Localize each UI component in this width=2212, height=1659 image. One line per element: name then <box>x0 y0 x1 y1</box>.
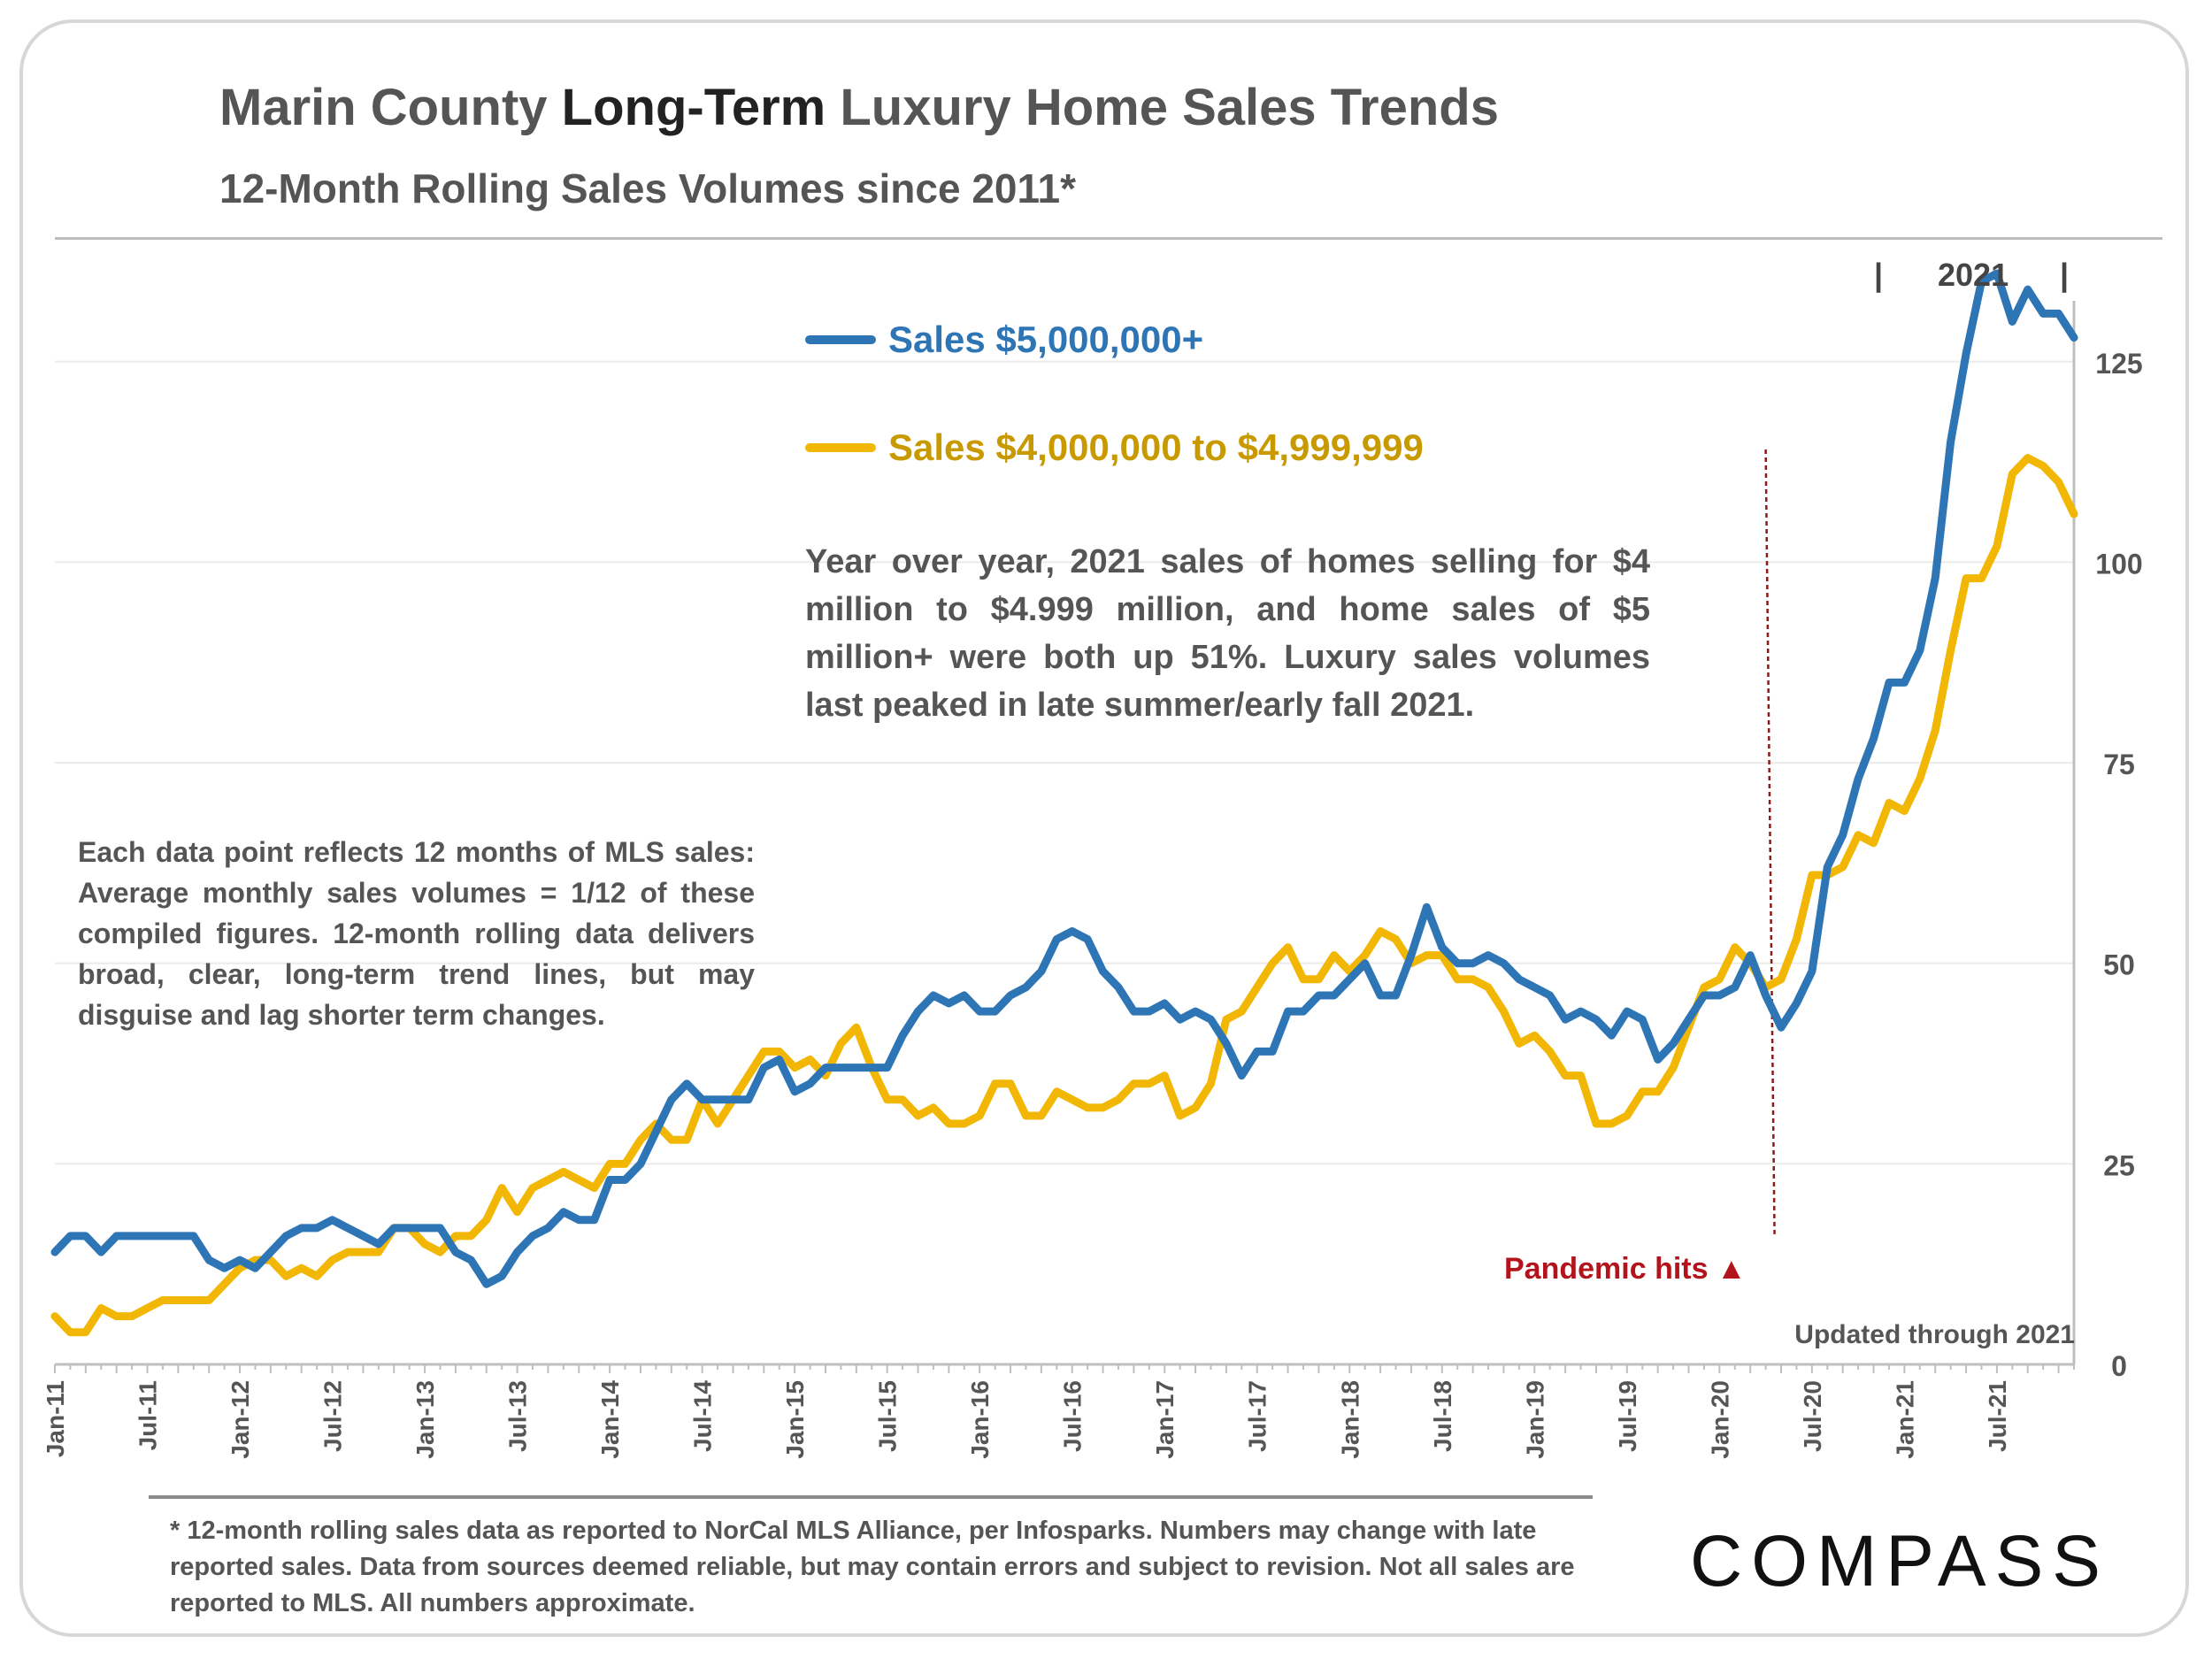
updated-label: Updated through 2021 <box>1794 1320 2075 1349</box>
chart-subtitle: 12-Month Rolling Sales Volumes since 201… <box>219 165 1077 211</box>
y-tick-label-50: 50 <box>2103 949 2135 981</box>
x-tick-label-Jan-15: Jan-15 <box>781 1380 809 1459</box>
year-bracket-label: 2021 <box>1938 257 2009 293</box>
y-tick-labels: 0 25 50 75 100 125 <box>2095 348 2142 1382</box>
series-group <box>50 269 2078 1337</box>
year-bracket-right: | <box>2060 257 2070 293</box>
footnote: * 12-month rolling sales data as reporte… <box>170 1517 1575 1617</box>
yoy-annotation: Year over year, 2021 sales of homes sell… <box>805 543 1650 724</box>
y-tick-label-125: 125 <box>2095 348 2142 380</box>
x-tick-label-Jul-18: Jul-18 <box>1429 1380 1456 1452</box>
x-tick-label-Jul-19: Jul-19 <box>1614 1380 1641 1452</box>
y-tick-label-75: 75 <box>2103 749 2135 780</box>
y-tick-label-0: 0 <box>2111 1350 2127 1382</box>
x-tick-label-Jan-21: Jan-21 <box>1891 1380 1918 1459</box>
pandemic-label: Pandemic hits ▲ <box>1504 1252 1747 1286</box>
axes <box>54 301 2076 1373</box>
x-tick-label-Jul-21: Jul-21 <box>1984 1380 2011 1452</box>
legend-swatch-4m <box>805 443 876 452</box>
footer-divider <box>149 1495 1593 1499</box>
legend-item-4m: Sales $4,000,000 to $4,999,999 <box>805 426 1424 469</box>
x-tick-label-Jan-20: Jan-20 <box>1706 1380 1733 1459</box>
compass-logo: COMPASS <box>1690 1521 2109 1601</box>
x-tick-label-Jul-11: Jul-11 <box>134 1380 162 1450</box>
pandemic-marker-line <box>1764 449 1776 1238</box>
x-tick-label-Jan-19: Jan-19 <box>1521 1380 1548 1459</box>
chart-frame <box>19 19 2189 1637</box>
y-tick-label-100: 100 <box>2095 548 2142 580</box>
x-tick-labels: Jan-11 Jul-11 Jan-12 Jul-12 Jan-13 Jul-13 Jan-… <box>42 1380 2011 1459</box>
x-tick-label-Jul-16: Jul-16 <box>1059 1380 1087 1452</box>
x-tick-label-Jan-11: Jan-11 <box>42 1380 69 1457</box>
year-bracket-left: | <box>1874 257 1884 293</box>
x-tick-label-Jan-16: Jan-16 <box>966 1380 994 1459</box>
methodology-note: Each data point reflects 12 months of ML… <box>78 836 755 1031</box>
x-tick-label-Jul-14: Jul-14 <box>689 1380 717 1452</box>
x-tick-label-Jul-20: Jul-20 <box>1799 1380 1826 1452</box>
chart-title: Marin County Long-Term Luxury Home Sales… <box>219 79 1499 136</box>
gridlines <box>55 360 2074 1165</box>
legend-label-4m: Sales $4,000,000 to $4,999,999 <box>888 426 1424 468</box>
x-tick-label-Jan-18: Jan-18 <box>1336 1380 1363 1459</box>
x-tick-label-Jul-17: Jul-17 <box>1244 1380 1271 1452</box>
legend-swatch-5m <box>805 335 876 344</box>
x-tick-label-Jan-13: Jan-13 <box>411 1380 439 1459</box>
x-tick-label-Jul-12: Jul-12 <box>319 1380 347 1452</box>
y-tick-label-25: 25 <box>2103 1149 2135 1181</box>
x-tick-label-Jul-15: Jul-15 <box>874 1380 902 1452</box>
x-tick-label-Jan-17: Jan-17 <box>1151 1380 1179 1459</box>
legend-label-5m: Sales $5,000,000+ <box>888 319 1204 360</box>
legend-item-5m: Sales $5,000,000+ <box>805 319 1203 361</box>
x-tick-label-Jul-13: Jul-13 <box>504 1380 532 1452</box>
x-tick-label-Jan-12: Jan-12 <box>227 1380 254 1459</box>
x-tick-label-Jan-14: Jan-14 <box>596 1380 624 1459</box>
header-divider <box>55 237 2162 240</box>
series-line-5m-plus <box>50 269 2078 1288</box>
